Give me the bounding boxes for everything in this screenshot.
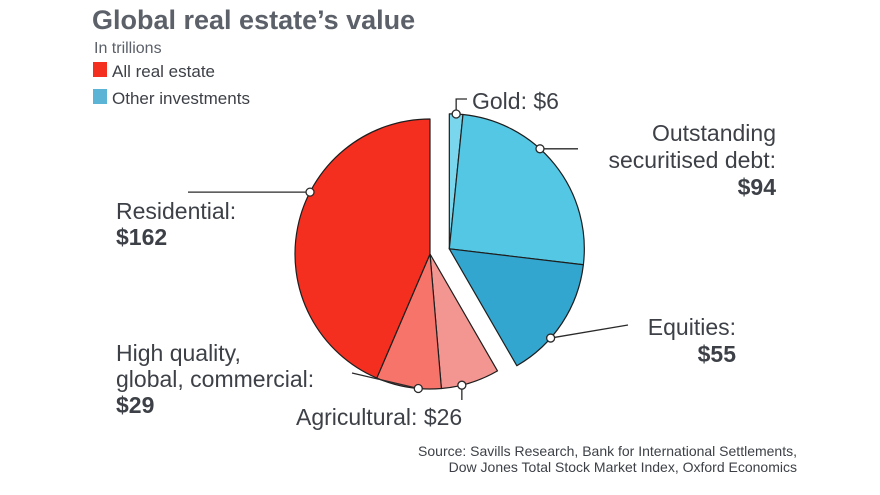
legend-swatch-other-investments <box>93 89 107 104</box>
slice-label-high-quality-commercial: High quality, <box>116 340 241 366</box>
slice-value-outstanding-securitised-debt: $94 <box>738 174 777 200</box>
leader-anchor-dot <box>413 383 423 394</box>
leader-line <box>550 324 629 339</box>
slice-label-equities: Equities: <box>648 314 736 340</box>
slice-value-residential: $162 <box>116 224 167 250</box>
pie-slice-residential <box>294 118 431 379</box>
slice-value-high-quality-commercial: $29 <box>116 392 154 418</box>
source-line-1: Source: Savills Research, Bank for Inter… <box>418 443 797 459</box>
pie-slice-outstanding-securitised-debt <box>448 113 585 266</box>
slice-label-residential: Residential: <box>116 198 236 224</box>
slice-label-high-quality-commercial-line2: global, commercial: <box>116 366 314 392</box>
legend-label-other-investments: Other investments <box>112 89 250 108</box>
leader-line <box>351 372 419 390</box>
slice-label-outstanding-securitised-debt-line2: securitised debt: <box>609 147 776 173</box>
leader-anchor-dot <box>535 144 545 154</box>
leader-anchor-dot <box>305 187 315 197</box>
slice-label-agricultural: Agricultural: $26 <box>296 404 462 430</box>
legend-label-all-real-estate: All real estate <box>112 62 215 81</box>
leader-anchor-dot <box>451 109 461 119</box>
leader-anchor-dot <box>545 333 556 343</box>
chart-title: Global real estate’s value <box>92 5 415 35</box>
chart-subtitle: In trillions <box>94 40 162 57</box>
leader-anchor-dot <box>457 380 467 390</box>
slice-value-equities: $55 <box>698 341 737 367</box>
legend: All real estate Other investments <box>93 62 250 108</box>
source-line-2: Dow Jones Total Stock Market Index, Oxfo… <box>449 459 797 475</box>
slice-label-outstanding-securitised-debt: Outstanding <box>652 120 776 146</box>
leader-lines <box>188 98 629 400</box>
leader-line <box>455 98 467 114</box>
legend-swatch-all-real-estate <box>93 62 107 77</box>
slice-label-gold: Gold: $6 <box>472 88 559 114</box>
pie-slices <box>294 113 585 390</box>
